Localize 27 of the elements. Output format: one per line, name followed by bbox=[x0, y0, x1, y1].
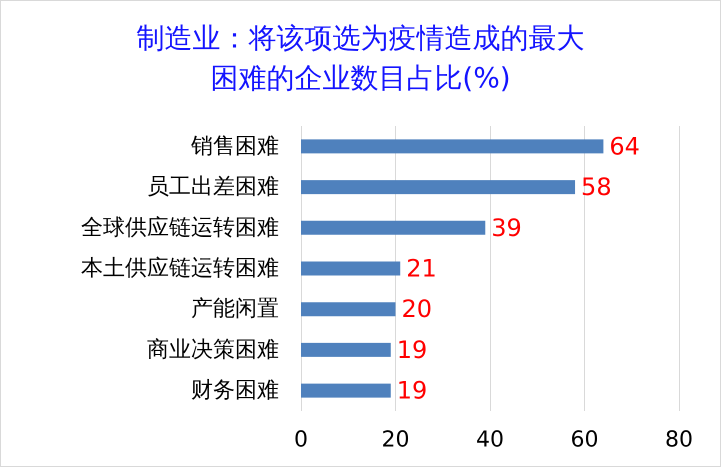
x-tick-label: 0 bbox=[294, 428, 308, 452]
data-label: 19 bbox=[396, 336, 428, 364]
bar bbox=[301, 262, 400, 276]
bar bbox=[301, 384, 391, 398]
data-label: 21 bbox=[406, 254, 437, 282]
y-tick-label: 产能闲置 bbox=[191, 296, 279, 322]
x-tick-label: 80 bbox=[665, 428, 693, 452]
data-label: 64 bbox=[609, 132, 640, 160]
x-tick-label: 60 bbox=[570, 428, 598, 452]
y-tick-label: 本土供应链运转困难 bbox=[81, 256, 279, 281]
bar bbox=[301, 220, 486, 235]
y-tick-label: 财务困难 bbox=[191, 378, 279, 404]
bar bbox=[301, 180, 576, 194]
y-tick-label: 员工出差困难 bbox=[147, 174, 279, 200]
chart-title: 制造业：将该项选为疫情造成的最大困难的企业数目占比(%) bbox=[136, 22, 584, 94]
y-tick-label: 商业决策困难 bbox=[147, 337, 279, 362]
bar bbox=[301, 139, 604, 154]
data-label: 19 bbox=[396, 376, 428, 405]
data-label: 20 bbox=[402, 295, 432, 324]
y-tick-label: 全球供应链运转困难 bbox=[81, 215, 279, 240]
data-label: 58 bbox=[581, 173, 612, 202]
data-label: 39 bbox=[491, 214, 522, 242]
bar bbox=[301, 342, 391, 357]
y-tick-label: 销售困难 bbox=[190, 134, 279, 159]
x-tick-label: 40 bbox=[476, 428, 504, 452]
x-tick-label: 20 bbox=[382, 428, 410, 452]
bar bbox=[301, 302, 396, 316]
